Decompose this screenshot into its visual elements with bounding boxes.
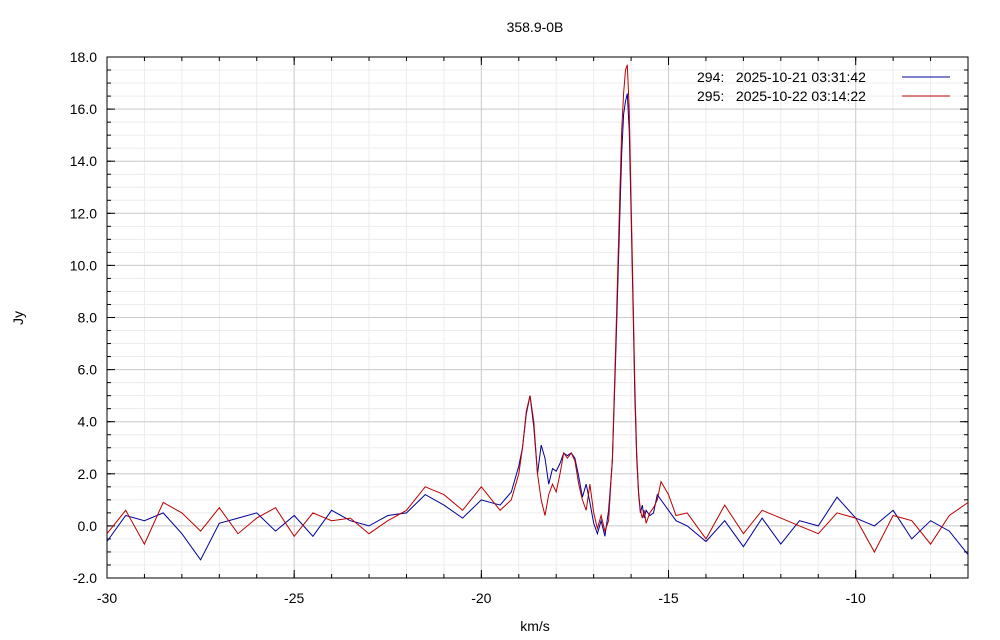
x-tick-label: -10: [846, 590, 866, 606]
y-tick-label: 0.0: [78, 518, 98, 534]
y-tick-label: 10.0: [70, 257, 97, 273]
axis-ticks: -30 -25 -20 -15 -10 -2.0 0.0 2.0 4.0 6.0 8.0 10.0 12…: [70, 49, 969, 606]
y-tick-label: 14.0: [70, 153, 97, 169]
x-tick-label: -15: [658, 590, 678, 606]
series-line-2: [106, 64, 969, 554]
legend: 294: 2025-10-21 03:31:42 295: 2025-10-22 …: [697, 69, 950, 104]
legend-entry-label: 294: 2025-10-21 03:31:42: [697, 69, 866, 85]
y-tick-label: 18.0: [70, 49, 97, 65]
x-tick-label: -30: [97, 590, 117, 606]
y-tick-label: -2.0: [73, 570, 97, 586]
series-group: [106, 64, 969, 561]
series-line-1: [106, 93, 969, 561]
y-tick-label: 2.0: [78, 466, 98, 482]
y-tick-label: 8.0: [78, 310, 98, 326]
legend-entry-label: 295: 2025-10-22 03:14:22: [697, 88, 866, 104]
x-tick-label: -20: [471, 590, 491, 606]
chart-title: 358.9-0B: [507, 19, 564, 35]
x-tick-label: -25: [284, 590, 304, 606]
y-tick-label: 4.0: [78, 414, 98, 430]
y-axis-label: Jy: [10, 311, 26, 325]
y-tick-label: 6.0: [78, 362, 98, 378]
x-axis-label: km/s: [520, 618, 550, 634]
y-tick-label: 16.0: [70, 101, 97, 117]
y-tick-label: 12.0: [70, 205, 97, 221]
